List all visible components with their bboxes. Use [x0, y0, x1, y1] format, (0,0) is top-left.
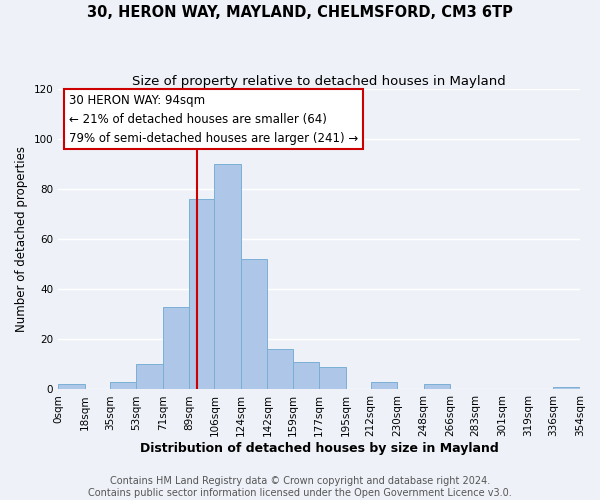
Bar: [190, 200, 214, 390]
Bar: [293, 362, 319, 390]
Bar: [58, 384, 85, 390]
Bar: [424, 384, 450, 390]
Bar: [136, 364, 163, 390]
Bar: [371, 382, 397, 390]
Bar: [163, 307, 190, 390]
X-axis label: Distribution of detached houses by size in Mayland: Distribution of detached houses by size …: [140, 442, 499, 455]
Bar: [110, 382, 136, 390]
Bar: [268, 350, 293, 390]
Text: 30 HERON WAY: 94sqm
← 21% of detached houses are smaller (64)
79% of semi-detach: 30 HERON WAY: 94sqm ← 21% of detached ho…: [68, 94, 358, 144]
Text: Contains HM Land Registry data © Crown copyright and database right 2024.
Contai: Contains HM Land Registry data © Crown c…: [88, 476, 512, 498]
Text: 30, HERON WAY, MAYLAND, CHELMSFORD, CM3 6TP: 30, HERON WAY, MAYLAND, CHELMSFORD, CM3 …: [87, 5, 513, 20]
Bar: [553, 387, 580, 390]
Bar: [214, 164, 241, 390]
Title: Size of property relative to detached houses in Mayland: Size of property relative to detached ho…: [132, 75, 506, 88]
Bar: [319, 367, 346, 390]
Y-axis label: Number of detached properties: Number of detached properties: [15, 146, 28, 332]
Bar: [241, 260, 268, 390]
